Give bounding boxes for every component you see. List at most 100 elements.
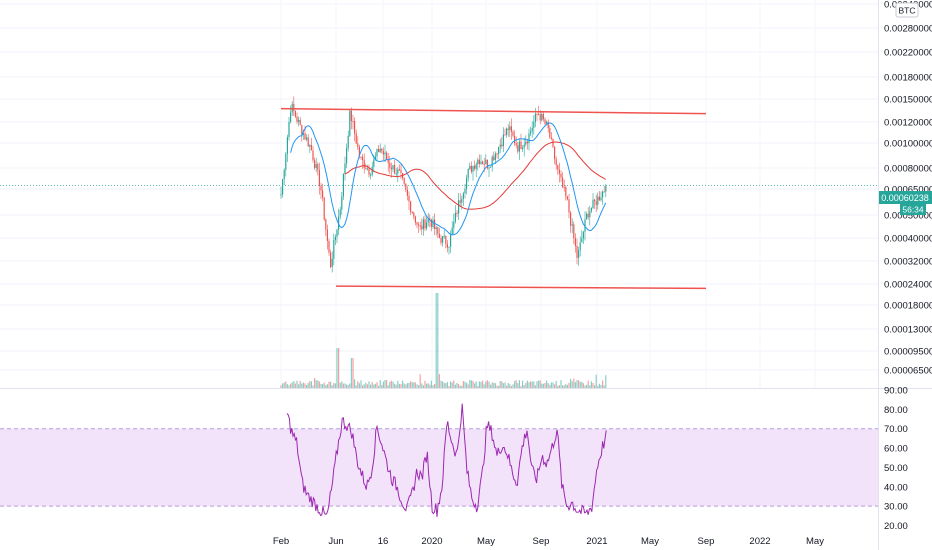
volume-bar bbox=[478, 381, 480, 388]
candle-body bbox=[342, 174, 344, 197]
candle-body bbox=[350, 110, 352, 122]
volume-bar bbox=[490, 384, 492, 388]
volume-bar bbox=[429, 384, 431, 388]
rsi-axis[interactable]: 90.00 80.00 70.00 60.00 50.00 40.00 30.00 20.00 bbox=[884, 386, 908, 533]
volume-bar bbox=[496, 385, 498, 388]
candle-body bbox=[488, 167, 490, 169]
candle-body bbox=[394, 165, 396, 174]
volume-bar bbox=[560, 380, 562, 388]
price-axis[interactable]: 0.003400000.002800000.002200000.00180000… bbox=[884, 0, 932, 377]
volume-bar bbox=[437, 293, 439, 388]
candle-body bbox=[442, 236, 444, 243]
volume-bar bbox=[366, 384, 368, 388]
volume-bar bbox=[507, 383, 509, 388]
volume-bar bbox=[414, 382, 416, 388]
volume-bar bbox=[347, 384, 349, 388]
volume-bar bbox=[573, 378, 575, 388]
volume-bar bbox=[451, 382, 453, 388]
candle-body bbox=[533, 122, 535, 128]
volume-bar bbox=[542, 383, 544, 388]
candle-body bbox=[576, 245, 578, 258]
volume-bar bbox=[464, 381, 466, 388]
volume-bar bbox=[456, 382, 458, 388]
candle-body bbox=[368, 168, 370, 175]
volume-bar bbox=[411, 382, 413, 388]
price-tick-label: 0.00080000 bbox=[884, 164, 932, 175]
candle-body bbox=[507, 128, 509, 131]
volume-bar bbox=[350, 358, 352, 388]
rsi-tick-label: 20.00 bbox=[884, 521, 908, 532]
candle-body bbox=[570, 212, 572, 226]
volume-bar bbox=[544, 382, 546, 388]
volume-bar bbox=[285, 381, 287, 388]
candle-body bbox=[594, 199, 596, 202]
candle-body bbox=[595, 201, 597, 205]
volume-bar bbox=[600, 384, 602, 388]
price-tick-label: 0.00009500 bbox=[884, 347, 932, 358]
volume-bar bbox=[430, 380, 432, 388]
volume-bar bbox=[568, 382, 570, 388]
candle-body bbox=[496, 153, 498, 155]
volume-bar bbox=[438, 374, 440, 388]
volume-bar bbox=[283, 382, 285, 388]
candle-body bbox=[310, 144, 312, 151]
candle-body bbox=[307, 137, 309, 147]
resistance-trendline[interactable] bbox=[280, 107, 707, 115]
volume-bar bbox=[603, 385, 605, 388]
volume-bar bbox=[373, 384, 375, 388]
volume-bar bbox=[536, 381, 538, 388]
time-axis[interactable]: Feb Jun 16 2020 May Sep 2021 May Sep 2022 May bbox=[273, 536, 824, 547]
candle-body bbox=[536, 113, 538, 115]
volume-bar bbox=[586, 384, 588, 388]
candle-body bbox=[526, 141, 528, 144]
candle-body bbox=[406, 189, 408, 196]
candle-body bbox=[464, 188, 466, 194]
candle-body bbox=[373, 159, 375, 167]
volume-bar bbox=[467, 384, 469, 388]
candle-body bbox=[341, 196, 343, 210]
volume-bar bbox=[434, 383, 436, 388]
rsi-tick-label: 70.00 bbox=[884, 424, 908, 435]
price-tick-label: 0.00018000 bbox=[884, 301, 932, 312]
candle-body bbox=[566, 196, 568, 200]
price-tick-label: 0.00100000 bbox=[884, 139, 932, 150]
price-tick-label: 0.00024000 bbox=[884, 280, 932, 291]
rsi-pane[interactable] bbox=[0, 403, 878, 517]
candle-body bbox=[390, 167, 392, 170]
candle-body bbox=[509, 126, 511, 131]
candle-body bbox=[462, 193, 464, 199]
volume-bar bbox=[323, 382, 325, 388]
volume-bar bbox=[477, 385, 479, 388]
candle-body bbox=[549, 128, 551, 138]
currency-badge[interactable]: BTC bbox=[895, 2, 919, 18]
volume-bar bbox=[379, 379, 381, 388]
candle-body bbox=[501, 144, 503, 147]
price-pane[interactable] bbox=[0, 0, 878, 388]
volume-bar bbox=[330, 381, 332, 388]
volume-bar bbox=[301, 383, 303, 388]
volume-bar bbox=[510, 385, 512, 388]
volume-bar bbox=[518, 380, 520, 388]
volume-bar bbox=[480, 381, 482, 388]
candle-body bbox=[592, 199, 594, 208]
candle-body bbox=[466, 177, 468, 189]
volume-bar bbox=[576, 380, 578, 388]
support-trendline[interactable] bbox=[335, 285, 707, 290]
volume-bar bbox=[446, 382, 448, 388]
time-tick-label: 16 bbox=[378, 536, 389, 547]
volume-bar bbox=[387, 385, 389, 388]
volume-bar bbox=[406, 383, 408, 388]
candle-body bbox=[392, 165, 394, 170]
volume-bar bbox=[374, 383, 376, 388]
candle-body bbox=[598, 196, 600, 201]
candle-body bbox=[328, 240, 330, 253]
candle-body bbox=[454, 212, 456, 222]
volume-bar bbox=[494, 383, 496, 388]
candle-body bbox=[558, 169, 560, 174]
volume-bar bbox=[306, 384, 308, 388]
candle-body bbox=[374, 156, 376, 160]
volume-bar bbox=[541, 383, 543, 388]
candle-body bbox=[365, 168, 367, 170]
volume-bar bbox=[422, 385, 424, 388]
